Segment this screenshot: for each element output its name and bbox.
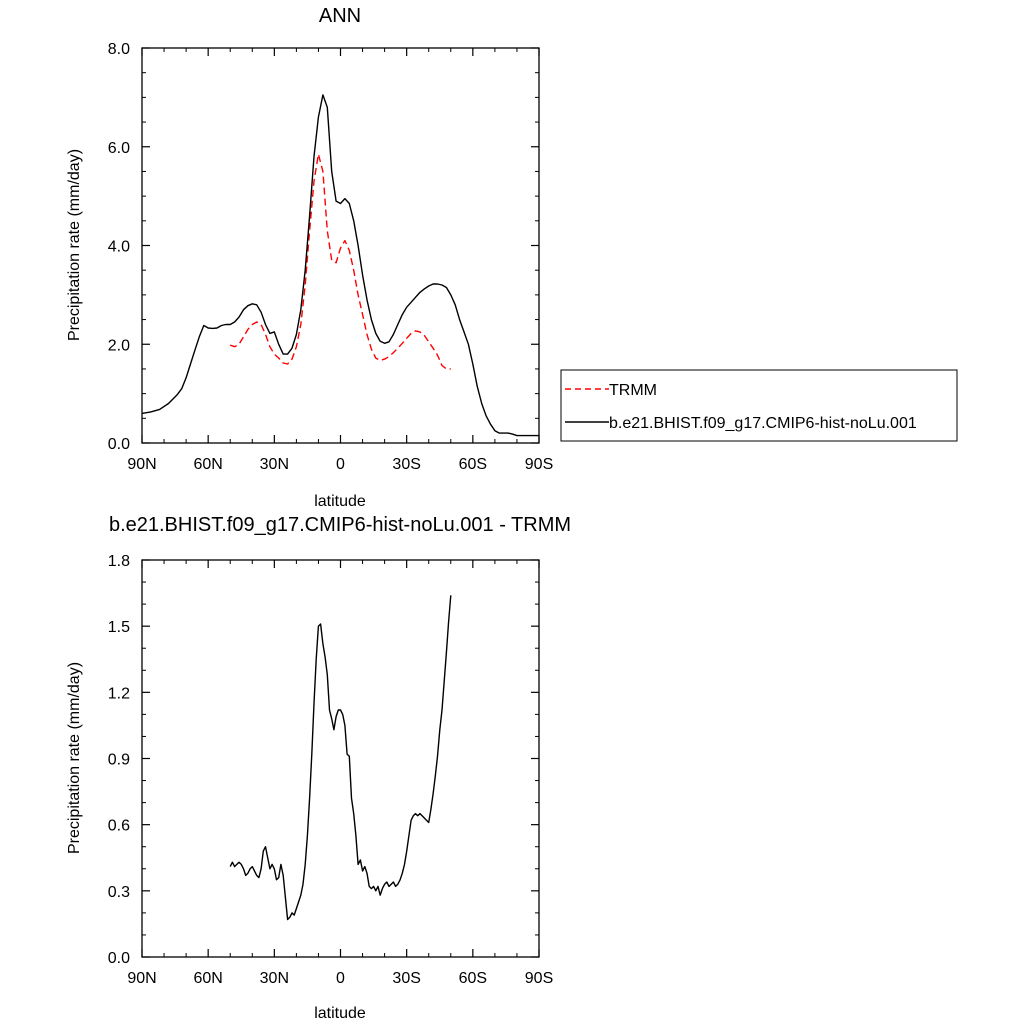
series-line-model	[141, 94, 539, 437]
y-tick-label: 8.0	[108, 41, 130, 58]
x-axis-label: latitude	[314, 493, 366, 510]
x-tick-label: 0	[336, 970, 345, 987]
chart-panel-annual: ANN 90N 60N 30N 0 30S 60S 90S 0.02.04.06.08.0 …	[66, 5, 958, 510]
x-tick-label: 30S	[392, 456, 420, 473]
x-tick-label: 60N	[193, 970, 222, 987]
x-tick-label: 30N	[260, 970, 289, 987]
legend-label-model: b.e21.BHIST.f09_g17.CMIP6-hist-noLu.001	[609, 415, 917, 432]
y-tick-label: 2.0	[108, 337, 130, 354]
x-tick-label: 60N	[193, 456, 222, 473]
y-tick-label: 6.0	[108, 140, 130, 157]
x-axis-label: latitude	[314, 1005, 366, 1022]
x-axis-ticks: 90N 60N 30N 0 30S 60S 90S	[127, 48, 553, 473]
x-tick-label: 30N	[260, 456, 289, 473]
x-tick-label: 90N	[127, 970, 156, 987]
y-tick-label: 1.8	[108, 553, 130, 570]
series-line-trmm	[229, 153, 451, 370]
y-tick-label: 1.5	[108, 619, 130, 636]
y-axis-label: Precipitation rate (mm/day)	[66, 149, 83, 341]
plot-frame	[141, 47, 540, 444]
legend-box	[560, 369, 958, 442]
chart-title: b.e21.BHIST.f09_g17.CMIP6-hist-noLu.001 …	[109, 514, 571, 536]
y-axis-label: Precipitation rate (mm/day)	[66, 662, 83, 854]
y-tick-label: 0.0	[108, 950, 130, 967]
y-tick-label: 0.9	[108, 752, 130, 769]
legend-label-trmm: TRMM	[609, 382, 657, 399]
x-tick-label: 60S	[459, 970, 487, 987]
x-tick-label: 60S	[459, 456, 487, 473]
x-tick-label: 30S	[392, 970, 420, 987]
x-tick-label: 90S	[525, 970, 553, 987]
y-axis-ticks: 0.0 2.0 4.0 6.0 8.0	[108, 41, 539, 453]
y-tick-label: 0.0	[108, 436, 130, 453]
y-axis-ticks: 0.0 0.3 0.6 0.9 1.2 1.5 1.8	[108, 553, 539, 967]
series-layer	[229, 595, 452, 921]
x-axis-ticks: 90N 60N 30N 0 30S 60S 90S	[127, 560, 553, 987]
y-tick-label: 4.0	[108, 239, 130, 256]
chart-title: ANN	[319, 5, 361, 27]
y-tick-label: 0.3	[108, 884, 130, 901]
y-tick-label: 1.2	[108, 685, 130, 702]
series-layer	[141, 94, 539, 437]
x-tick-label: 90N	[127, 456, 156, 473]
difference-line	[229, 595, 452, 921]
chart-panel-difference: b.e21.BHIST.f09_g17.CMIP6-hist-noLu.001 …	[66, 514, 571, 1022]
x-tick-label: 90S	[525, 456, 553, 473]
plot-frame	[141, 559, 540, 958]
x-tick-label: 0	[336, 456, 345, 473]
legend: TRMM b.e21.BHIST.f09_g17.CMIP6-hist-noLu…	[560, 369, 958, 442]
y-tick-label: 0.6	[108, 818, 130, 835]
